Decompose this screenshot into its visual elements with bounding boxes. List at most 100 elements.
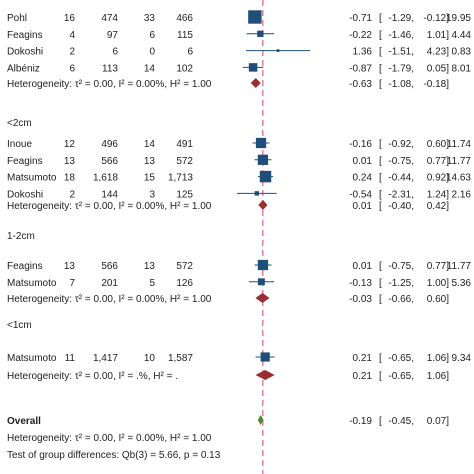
study-bracket-open: [: [379, 13, 382, 24]
count-control-nonevents: 102: [176, 63, 193, 74]
study-ci-upper: -0.12]: [423, 13, 449, 24]
study-effect-square: [257, 278, 265, 286]
count-control-nonevents: 1,713: [168, 173, 193, 184]
overall-ci-lower: -0.45,: [388, 416, 414, 427]
count-treatment-events: 4: [69, 30, 75, 41]
overall-label: Overall: [7, 416, 41, 427]
study-ci-lower: -1.51,: [388, 47, 414, 58]
count-control-events: 6: [149, 30, 155, 41]
subgroup-pooled-ci-lower: -0.40,: [388, 201, 414, 212]
study-effect-square: [257, 154, 269, 165]
study-estimate: -0.16: [349, 139, 372, 150]
subgroup-pooled-bracket-open: [: [379, 201, 382, 212]
subgroup-pooled-diamond: [250, 78, 261, 88]
study-estimate: -0.87: [349, 63, 372, 74]
study-effect-square: [257, 30, 264, 37]
count-treatment-events: 2: [69, 189, 75, 200]
subgroup-heterogeneity: Heterogeneity: τ² = 0.00, I² = .%, H² = …: [7, 371, 178, 382]
subgroup-pooled-estimate: 0.21: [353, 371, 373, 382]
study-estimate: 0.01: [353, 156, 373, 167]
study-name: Feagins: [7, 156, 43, 167]
study-estimate: -0.71: [349, 13, 372, 24]
count-treatment-nonevents: 566: [101, 156, 118, 167]
study-effect-square: [276, 49, 280, 52]
subgroup-pooled-estimate: 0.01: [353, 201, 373, 212]
study-bracket-open: [: [379, 63, 382, 74]
subgroup-heterogeneity: Heterogeneity: τ² = 0.00, I² = 0.00%, H²…: [7, 201, 212, 212]
study-ci-lower: -0.92,: [388, 139, 414, 150]
subgroup-pooled-diamond: [258, 200, 268, 210]
subgroup-heterogeneity: Heterogeneity: τ² = 0.00, I² = 0.00%, H²…: [7, 79, 212, 90]
study-bracket-open: [: [379, 353, 382, 364]
subgroup-label: 1-2cm: [7, 231, 35, 242]
overall-bracket-open: [: [379, 416, 382, 427]
count-control-nonevents: 572: [176, 261, 193, 272]
count-control-nonevents: 115: [177, 30, 193, 41]
study-weight: 11.77: [447, 261, 472, 272]
study-weight: 0.83: [452, 47, 472, 58]
study-estimate: -0.13: [349, 278, 372, 289]
study-bracket-open: [: [379, 261, 382, 272]
count-treatment-nonevents: 97: [107, 30, 119, 41]
count-control-nonevents: 466: [176, 13, 193, 24]
study-bracket-open: [: [379, 139, 382, 150]
study-weight: 11.74: [447, 139, 472, 150]
study-ci-lower: -0.75,: [388, 156, 414, 167]
study-ci-upper: 0.77]: [427, 261, 449, 272]
count-treatment-events: 7: [69, 278, 75, 289]
count-control-nonevents: 126: [176, 278, 193, 289]
subgroup-pooled-diamond: [255, 370, 275, 380]
subgroup-pooled-ci-lower: -1.08,: [388, 79, 414, 90]
study-name: Inoue: [7, 139, 32, 150]
count-control-events: 33: [144, 13, 156, 24]
count-control-nonevents: 125: [176, 189, 193, 200]
study-ci-lower: -1.25,: [388, 278, 414, 289]
subgroup-pooled-ci-upper: 0.42]: [427, 201, 449, 212]
count-control-events: 14: [144, 63, 156, 74]
study-bracket-open: [: [379, 189, 382, 200]
study-ci-lower: -1.29,: [388, 13, 414, 24]
study-bracket-open: [: [379, 30, 382, 41]
study-name: Dokoshi: [7, 47, 43, 58]
count-control-events: 13: [144, 156, 156, 167]
study-effect-square: [248, 63, 258, 72]
study-weight: 5.36: [452, 278, 472, 289]
count-treatment-nonevents: 113: [102, 63, 118, 74]
subgroup-heterogeneity: Heterogeneity: τ² = 0.00, I² = 0.00%, H²…: [7, 294, 212, 305]
study-ci-lower: -0.65,: [388, 353, 414, 364]
study-ci-upper: 0.60]: [427, 139, 449, 150]
study-estimate: 0.21: [353, 353, 373, 364]
count-control-nonevents: 572: [176, 156, 193, 167]
count-treatment-events: 13: [64, 156, 76, 167]
count-treatment-nonevents: 201: [101, 278, 118, 289]
count-treatment-events: 2: [69, 47, 75, 58]
study-weight: 2.16: [452, 189, 472, 200]
count-control-events: 10: [144, 353, 156, 364]
study-ci-upper: 0.05]: [427, 63, 449, 74]
count-treatment-nonevents: 1,417: [93, 353, 118, 364]
study-weight: 8.01: [452, 63, 472, 74]
subgroup-pooled-ci-upper: -0.18]: [423, 79, 449, 90]
count-treatment-nonevents: 496: [101, 139, 118, 150]
study-effect-square: [259, 170, 272, 183]
study-name: Pohl: [7, 13, 27, 24]
study-name: Feagins: [7, 30, 43, 41]
study-bracket-open: [: [379, 278, 382, 289]
study-weight: 11.77: [447, 156, 472, 167]
study-name: Feagins: [7, 261, 43, 272]
count-control-events: 0: [149, 47, 155, 58]
study-weight: 9.34: [452, 353, 472, 364]
count-treatment-nonevents: 474: [101, 13, 118, 24]
study-ci-upper: 1.06]: [427, 353, 449, 364]
study-effect-square: [260, 352, 270, 362]
subgroup-pooled-bracket-open: [: [379, 371, 382, 382]
subgroup-label: <1cm: [7, 320, 32, 331]
study-estimate: 0.24: [353, 173, 373, 184]
study-estimate: 0.01: [353, 261, 373, 272]
count-control-events: 15: [144, 173, 156, 184]
count-treatment-nonevents: 1,618: [93, 173, 118, 184]
subgroup-label: ≥2cm: [7, 0, 31, 1]
study-weight: 14.63: [446, 173, 471, 184]
subgroup-pooled-ci-lower: -0.66,: [388, 294, 414, 305]
study-ci-lower: -2.31,: [388, 189, 414, 200]
